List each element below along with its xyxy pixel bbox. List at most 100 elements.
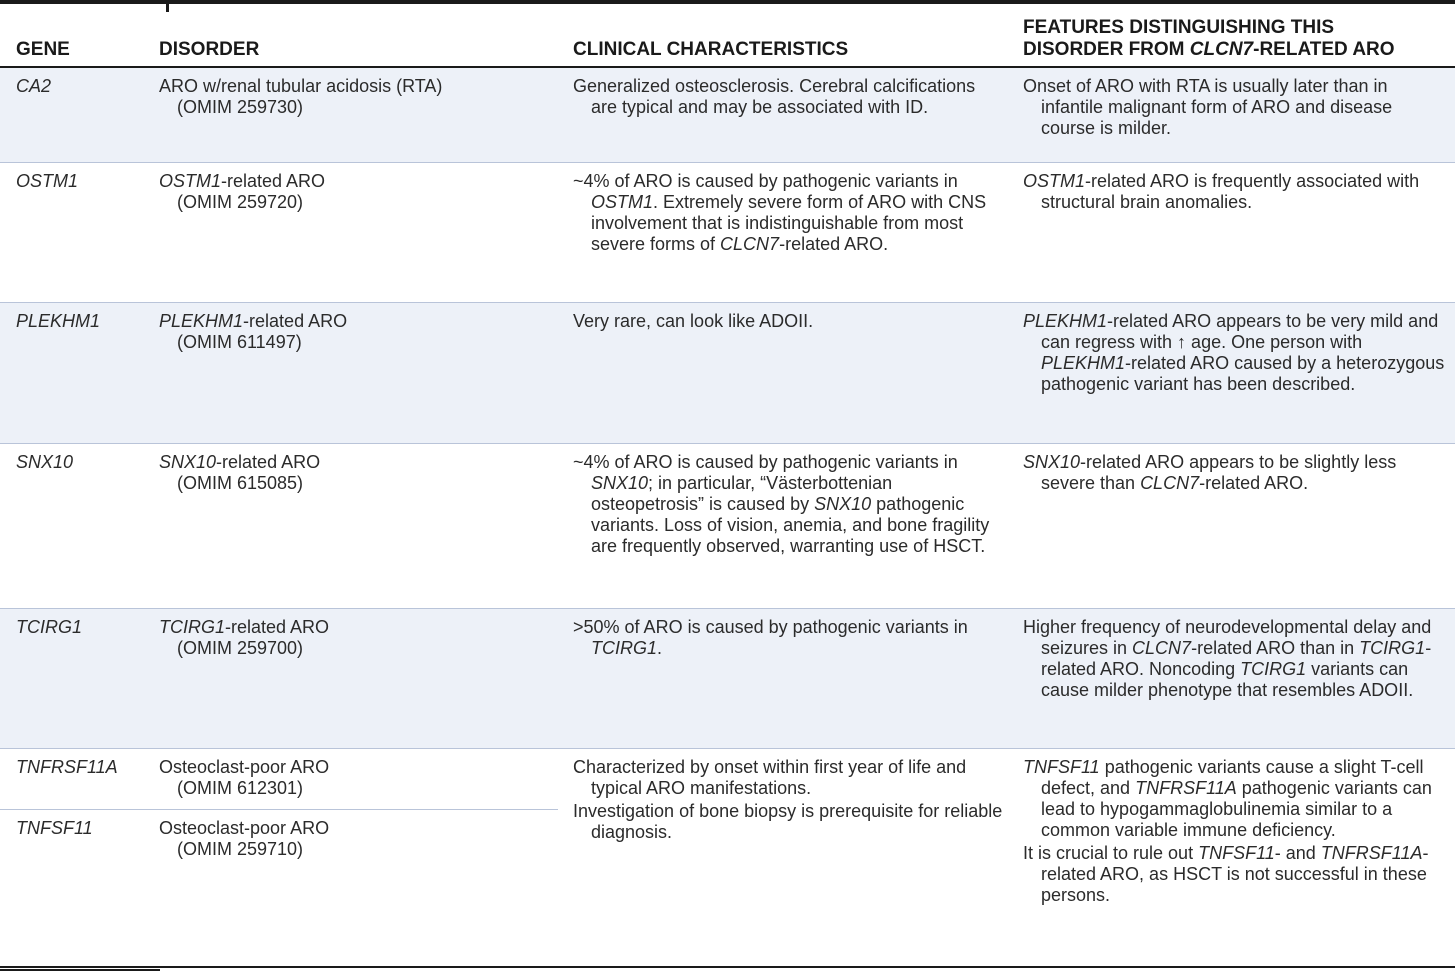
header-row: GENE DISORDER CLINICAL CHARACTERISTICS F… [0, 12, 1455, 68]
clinical-text: ~4% of ARO is caused by pathogenic varia… [573, 171, 1003, 255]
gene-cell: TNFRSF11A [0, 748, 143, 810]
disorder-cell: OSTM1-related ARO (OMIM 259720) [143, 162, 558, 303]
features-gene: CLCN7 [1140, 472, 1200, 493]
clinical-text-part: . Extremely severe form of ARO with CNS … [591, 191, 987, 254]
features-paragraph: It is crucial to rule out TNFSF11- and T… [1023, 843, 1449, 906]
features-text-part: -related ARO appears to be slightly less… [1041, 451, 1397, 493]
table-row: PLEKHM1 PLEKHM1-related ARO (OMIM 611497)… [0, 302, 1455, 444]
gene-cell: TNFSF11 [16, 817, 93, 838]
disorder-text: ARO w/renal tubular acidosis (RTA) (OMIM … [159, 76, 552, 118]
features-paragraph: TNFSF11 pathogenic variants cause a slig… [1023, 757, 1449, 841]
disorder-name: ARO w/renal tubular acidosis (RTA) [159, 76, 443, 96]
features-gene: TNFSF11 [1198, 842, 1275, 863]
features-text: Onset of ARO with RTA is usually later t… [1023, 76, 1393, 138]
disorder-gene: PLEKHM1 [159, 310, 244, 331]
header-features-line2-post: -RELATED ARO [1253, 39, 1395, 60]
clinical-cell: ~4% of ARO is caused by pathogenic varia… [558, 162, 1009, 303]
table-body: CA2 ARO w/renal tubular acidosis (RTA) (O… [0, 67, 1455, 957]
features-gene: TNFRSF11A [1320, 842, 1423, 863]
features-text-part: - and [1274, 842, 1321, 863]
features-text-part: -related ARO, as HSCT is not successful … [1041, 842, 1429, 905]
disorder-cell: Osteoclast-poor ARO (OMIM 259710) [143, 809, 558, 957]
disorder-name: -related ARO [225, 616, 330, 637]
clinical-text: >50% of ARO is caused by pathogenic vari… [573, 617, 1003, 659]
clinical-text-part: >50% of ARO is caused by pathogenic vari… [573, 616, 968, 637]
features-text-part: Higher frequency of neurodevelopmental d… [1023, 616, 1432, 658]
clinical-text-part: -related ARO. [779, 233, 889, 254]
features-gene: CLCN7 [1132, 637, 1192, 658]
top-rule-tick [166, 0, 169, 14]
gene-cell: CA2 [0, 67, 143, 163]
differential-diagnosis-table: GENE DISORDER CLINICAL CHARACTERISTICS F… [0, 12, 1455, 957]
clinical-text: Very rare, can look like ADOII. [573, 310, 814, 331]
features-cell: Onset of ARO with RTA is usually later t… [1009, 67, 1455, 163]
clinical-gene: SNX10 [591, 472, 649, 493]
table-row: CA2 ARO w/renal tubular acidosis (RTA) (O… [0, 67, 1455, 163]
gene-cell: SNX10 [0, 443, 143, 609]
clinical-cell: >50% of ARO is caused by pathogenic vari… [558, 608, 1009, 749]
disorder-omim: (OMIM 259710) [177, 838, 304, 859]
clinical-cell: Characterized by onset within first year… [558, 748, 1009, 957]
table-row: TCIRG1 TCIRG1-related ARO (OMIM 259700) >… [0, 608, 1455, 749]
clinical-gene: TCIRG1 [591, 637, 658, 658]
features-gene: PLEKHM1 [1023, 310, 1108, 331]
header-features-line2-gene: CLCN7 [1189, 39, 1254, 60]
features-text: SNX10-related ARO appears to be slightly… [1023, 452, 1449, 494]
features-gene: PLEKHM1 [1041, 352, 1126, 373]
disorder-omim: (OMIM 259730) [177, 97, 304, 117]
disorder-omim: (OMIM 615085) [177, 472, 304, 493]
clinical-paragraph: Investigation of bone biopsy is prerequi… [573, 800, 1003, 842]
disorder-omim: (OMIM 612301) [177, 777, 304, 798]
features-text: Higher frequency of neurodevelopmental d… [1023, 617, 1449, 701]
features-text-part: It is crucial to rule out [1023, 842, 1199, 863]
clinical-paragraph: Characterized by onset within first year… [573, 756, 967, 798]
features-text: OSTM1-related ARO is frequently associat… [1023, 171, 1449, 213]
disorder-text: Osteoclast-poor ARO (OMIM 259710) [159, 818, 552, 860]
disorder-text: TCIRG1-related ARO (OMIM 259700) [159, 617, 552, 659]
features-gene: TNFSF11 [1023, 756, 1100, 777]
clinical-text: Generalized osteosclerosis. Cerebral cal… [573, 76, 976, 117]
features-cell: SNX10-related ARO appears to be slightly… [1009, 443, 1455, 609]
header-clinical-characteristics: CLINICAL CHARACTERISTICS [558, 12, 1009, 68]
clinical-cell: Generalized osteosclerosis. Cerebral cal… [558, 67, 1009, 163]
disorder-gene: OSTM1 [159, 170, 222, 191]
features-text-part: pathogenic variants cause a slight T-cel… [1041, 756, 1424, 798]
clinical-gene: CLCN7 [720, 233, 780, 254]
disorder-text: OSTM1-related ARO (OMIM 259720) [159, 171, 552, 213]
disorder-name: Osteoclast-poor ARO [159, 817, 330, 838]
clinical-cell: Very rare, can look like ADOII. [558, 302, 1009, 444]
bottom-rule-short [0, 969, 160, 971]
disorder-gene: TCIRG1 [159, 616, 226, 637]
disorder-omim: (OMIM 259700) [177, 637, 304, 658]
clinical-cell: ~4% of ARO is caused by pathogenic varia… [558, 443, 1009, 609]
disorder-name: -related ARO [221, 170, 326, 191]
features-text: PLEKHM1-related ARO appears to be very m… [1023, 311, 1449, 395]
disorder-omim: (OMIM 611497) [177, 331, 302, 352]
table-row: OSTM1 OSTM1-related ARO (OMIM 259720) ~4%… [0, 162, 1455, 303]
features-text-part: -related ARO than in [1191, 637, 1360, 658]
features-text-part: -related ARO is frequently associated wi… [1041, 170, 1420, 212]
gene-cell: OSTM1 [0, 162, 143, 303]
disorder-name: -related ARO [243, 310, 348, 331]
clinical-text-part: . [657, 637, 663, 658]
disorder-text: PLEKHM1-related ARO (OMIM 611497) [159, 311, 552, 353]
features-text-part: -related ARO. [1199, 472, 1309, 493]
features-cell: PLEKHM1-related ARO appears to be very m… [1009, 302, 1455, 444]
clinical-text-part: ~4% of ARO is caused by pathogenic varia… [573, 170, 958, 191]
features-gene: TCIRG1 [1240, 658, 1307, 679]
features-gene: SNX10 [1023, 451, 1081, 472]
clinical-text-part: ; in particular, “Västerbottenian osteop… [591, 472, 893, 514]
features-gene: OSTM1 [1023, 170, 1086, 191]
top-rule [0, 0, 1455, 4]
header-gene: GENE [0, 12, 143, 68]
disorder-cell: ARO w/renal tubular acidosis (RTA) (OMIM … [143, 67, 558, 163]
clinical-text: ~4% of ARO is caused by pathogenic varia… [573, 452, 1003, 557]
features-cell: Higher frequency of neurodevelopmental d… [1009, 608, 1455, 749]
disorder-gene: SNX10 [159, 451, 217, 472]
bottom-rule [0, 966, 1455, 968]
gene-cell: TCIRG1 [0, 608, 143, 749]
disorder-text: Osteoclast-poor ARO (OMIM 612301) [159, 757, 552, 799]
features-cell: OSTM1-related ARO is frequently associat… [1009, 162, 1455, 303]
features-gene: TNFRSF11A [1135, 777, 1237, 798]
table-header: GENE DISORDER CLINICAL CHARACTERISTICS F… [0, 12, 1455, 68]
